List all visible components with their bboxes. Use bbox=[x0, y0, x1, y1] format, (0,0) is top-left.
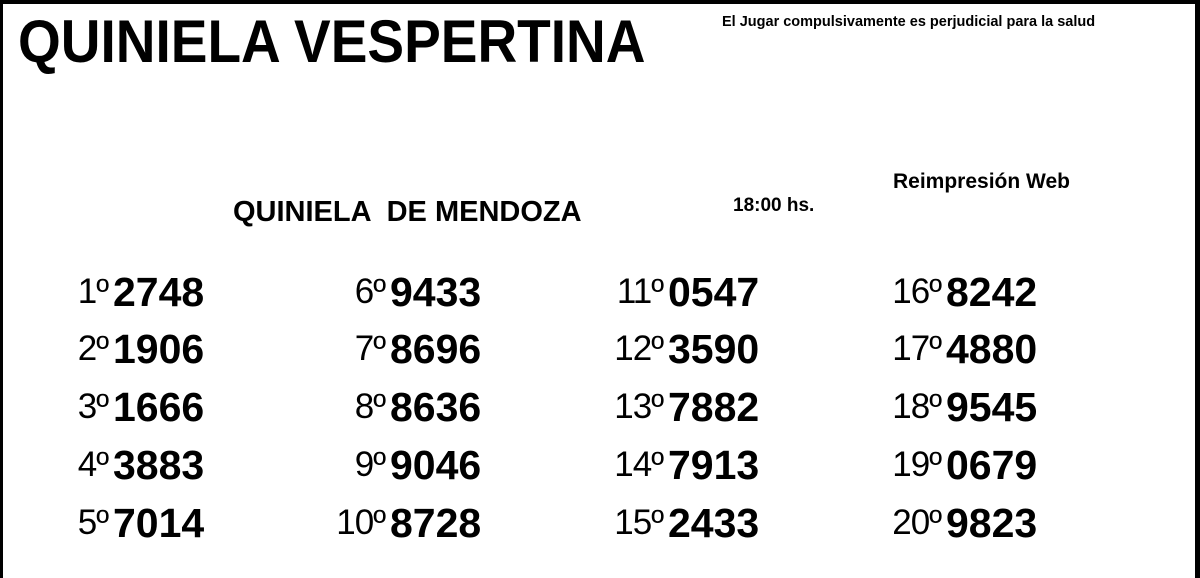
draw-time: 18:00 hs. bbox=[733, 195, 815, 216]
result-position: 20º bbox=[892, 503, 942, 542]
result-position: 16º bbox=[892, 272, 942, 311]
result-position: 5º bbox=[77, 503, 109, 542]
result-position: 13º bbox=[614, 387, 664, 426]
result-number: 4880 bbox=[946, 326, 1038, 372]
result-number: 0679 bbox=[946, 442, 1038, 488]
result-position: 12º bbox=[614, 329, 664, 368]
result-position: 19º bbox=[892, 445, 942, 484]
result-number: 7913 bbox=[668, 442, 760, 488]
result-position: 11º bbox=[616, 272, 664, 311]
result-position: 7º bbox=[354, 329, 386, 368]
result-position: 17º bbox=[892, 329, 942, 368]
result-number: 8242 bbox=[946, 269, 1038, 315]
result-number: 7882 bbox=[668, 384, 760, 430]
result-position: 15º bbox=[614, 503, 664, 542]
result-number: 8696 bbox=[390, 326, 482, 372]
result-position: 3º bbox=[77, 387, 109, 426]
result-position: 2º bbox=[77, 329, 109, 368]
result-number: 0547 bbox=[668, 269, 760, 315]
reprint-label: Reimpresión Web bbox=[893, 170, 1070, 193]
result-number: 3883 bbox=[113, 442, 205, 488]
result-number: 2748 bbox=[113, 269, 205, 315]
result-position: 1º bbox=[77, 272, 109, 311]
result-number: 1906 bbox=[113, 326, 205, 372]
result-number: 9545 bbox=[946, 384, 1038, 430]
result-position: 9º bbox=[354, 445, 386, 484]
draw-name: QUINIELA DE MENDOZA bbox=[233, 196, 582, 228]
frame-border-right bbox=[1195, 0, 1200, 578]
result-position: 6º bbox=[354, 272, 386, 311]
result-position: 14º bbox=[614, 445, 664, 484]
result-position: 18º bbox=[892, 387, 942, 426]
result-number: 1666 bbox=[113, 384, 205, 430]
result-number: 3590 bbox=[668, 326, 760, 372]
result-number: 2433 bbox=[668, 500, 760, 546]
page-title: QUINIELA VESPERTINA bbox=[18, 7, 646, 76]
result-position: 10º bbox=[336, 503, 386, 542]
frame-border-left bbox=[0, 0, 3, 578]
result-position: 4º bbox=[77, 445, 109, 484]
result-number: 7014 bbox=[113, 500, 205, 546]
health-warning: El Jugar compulsivamente es perjudicial … bbox=[722, 14, 1096, 30]
frame-border-top bbox=[0, 0, 1200, 4]
result-number: 9433 bbox=[390, 269, 482, 315]
result-number: 8636 bbox=[390, 384, 482, 430]
result-position: 8º bbox=[354, 387, 386, 426]
result-number: 9823 bbox=[946, 500, 1038, 546]
result-number: 8728 bbox=[390, 500, 482, 546]
result-number: 9046 bbox=[390, 442, 482, 488]
